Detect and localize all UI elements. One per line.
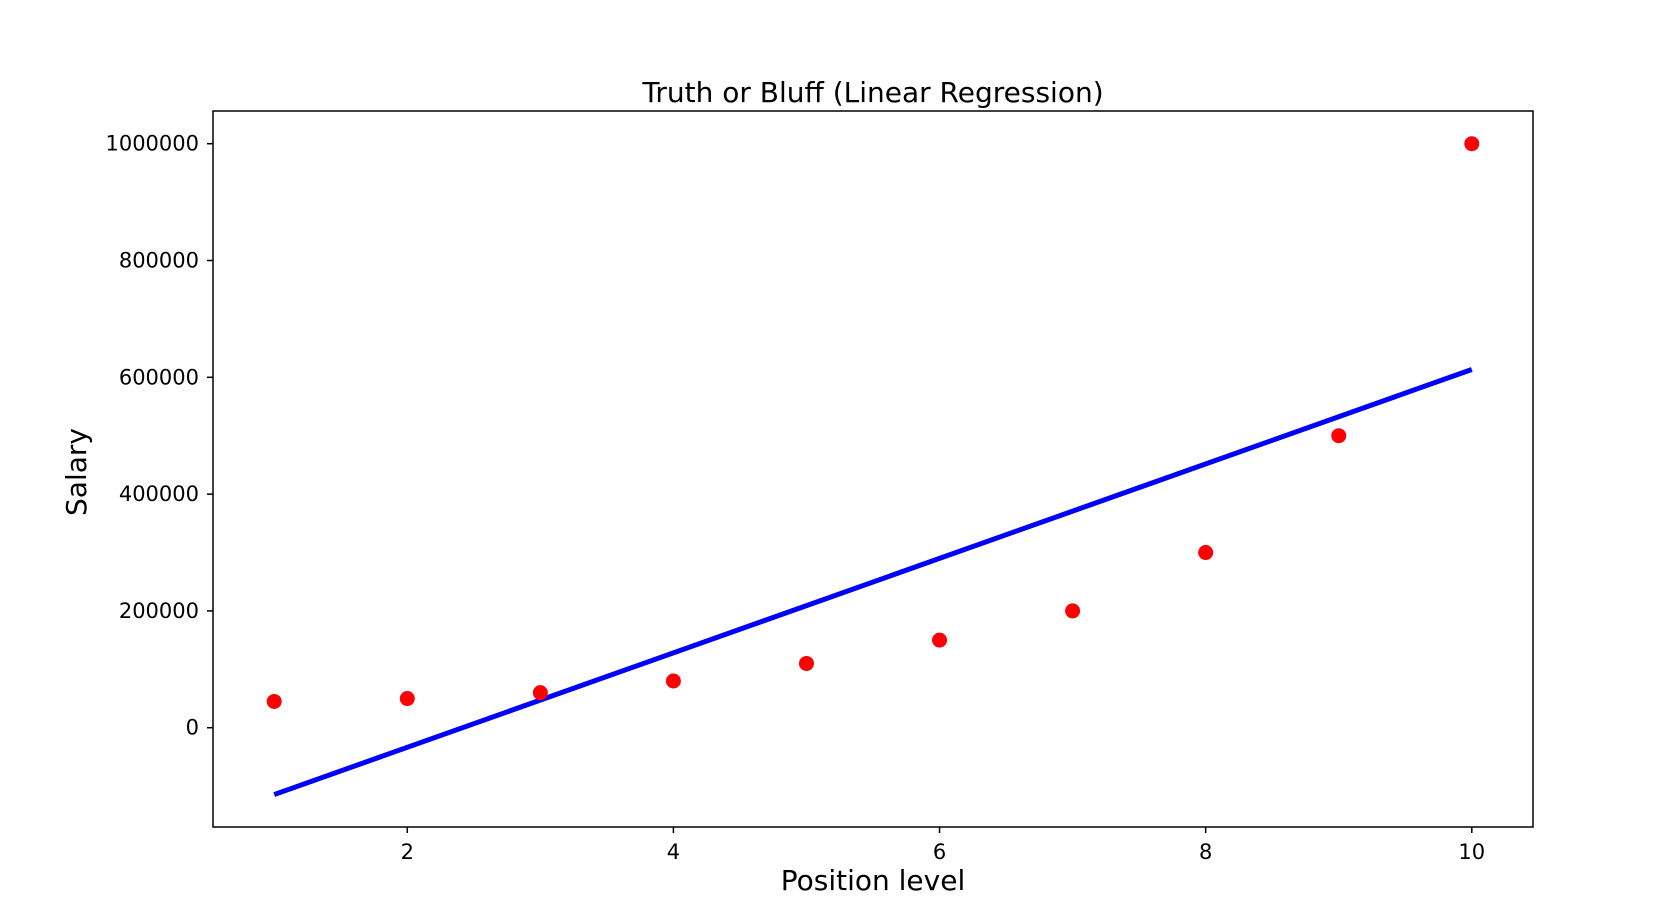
x-tick-label: 4	[667, 840, 680, 864]
axes-frame	[212, 110, 1534, 828]
y-tick-label: 200000	[119, 599, 199, 623]
y-axis-label: Salary	[60, 428, 93, 516]
data-point	[1464, 136, 1480, 152]
y-tick-label: 400000	[119, 482, 199, 506]
y-axis-ticks: 0 200000 400000 600000 800000 1000000	[105, 132, 213, 740]
x-axis-ticks: 2 4 6 8 10	[401, 827, 1485, 864]
data-point	[665, 673, 681, 689]
x-tick-label: 10	[1458, 840, 1485, 864]
data-point	[932, 632, 948, 648]
data-point	[1198, 545, 1214, 561]
y-tick-label: 0	[186, 716, 199, 740]
x-tick-label: 8	[1199, 840, 1212, 864]
x-axis-label: Position level	[781, 864, 966, 897]
data-point	[266, 693, 282, 709]
data-point	[532, 685, 548, 701]
chart-title: Truth or Bluff (Linear Regression)	[641, 76, 1103, 109]
y-tick-label: 1000000	[105, 132, 199, 156]
plot-area	[266, 136, 1480, 797]
y-tick-label: 600000	[119, 365, 199, 389]
data-point	[798, 655, 814, 671]
regression-line	[273, 367, 1473, 797]
data-point	[1331, 428, 1347, 444]
data-point	[1065, 603, 1081, 619]
x-tick-label: 6	[933, 840, 946, 864]
data-point	[399, 691, 415, 707]
y-tick-label: 800000	[119, 249, 199, 273]
x-tick-label: 2	[401, 840, 414, 864]
